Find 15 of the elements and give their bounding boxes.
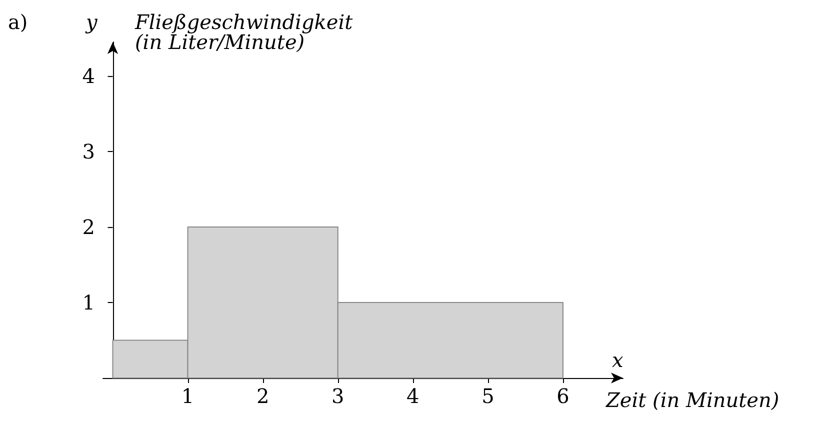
y-tick-label: 2: [82, 214, 95, 239]
chart-title: a): [8, 10, 28, 34]
x-axis-title: Zeit (in Minuten): [605, 388, 780, 412]
y-tick-label: 1: [82, 290, 95, 314]
x-tick-label: 2: [256, 384, 270, 408]
x-tick-label: 6: [556, 384, 570, 408]
x-tick-label: 4: [406, 384, 420, 408]
x-tick-label: 1: [181, 384, 194, 408]
y-tick-label: 4: [82, 64, 95, 88]
y-axis-title: Fließgeschwindigkeit (in Liter/Minute): [134, 10, 359, 54]
x-tick-label: 3: [331, 384, 344, 408]
text: y: [85, 10, 98, 34]
y-tick-label: 3: [82, 139, 95, 164]
x-tick-label: 5: [482, 384, 494, 408]
annotation: x: [612, 348, 624, 372]
